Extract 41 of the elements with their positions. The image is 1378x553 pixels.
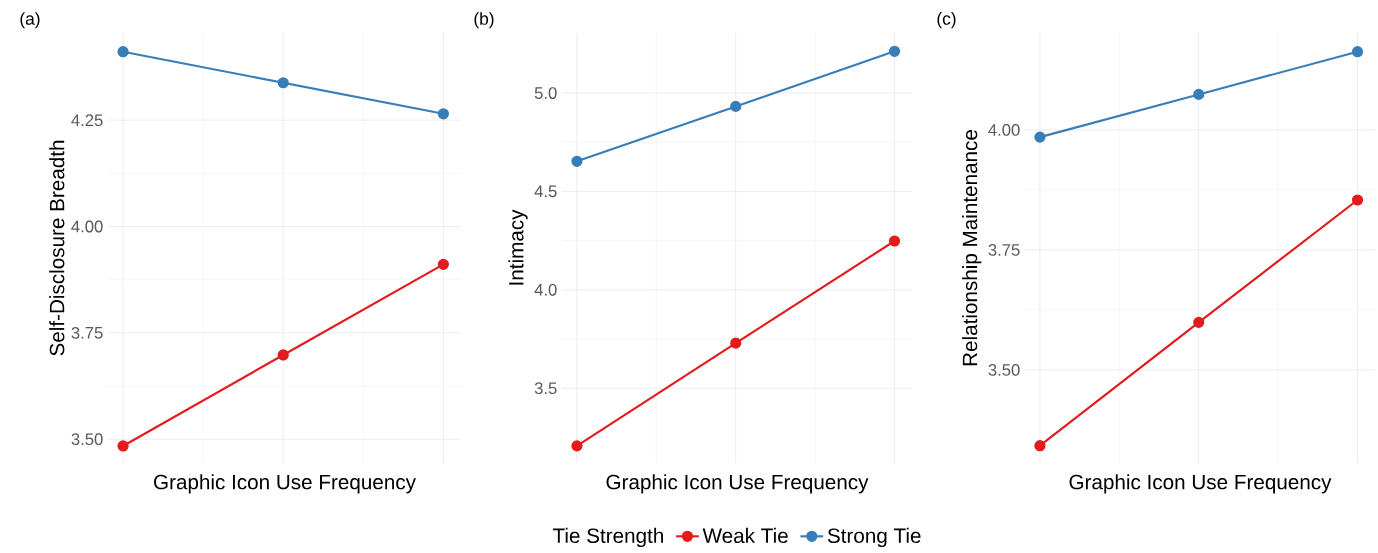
y-tick-label: 4.25 [71, 114, 103, 127]
y-tick-label: 4.0 [534, 283, 557, 296]
point [117, 46, 129, 58]
y-axis-title: Relationship Maintenance [962, 130, 982, 366]
y-axis-title: Self-Disclosure Breadth [49, 140, 65, 356]
x-axis-title: Graphic Icon Use Frequency [606, 474, 869, 494]
point [1193, 88, 1205, 101]
point [1034, 440, 1046, 452]
point [730, 337, 742, 349]
x-axis-title: Graphic Icon Use Frequency [154, 474, 416, 494]
point [1034, 131, 1046, 143]
legend-label: Weak Tie [702, 527, 788, 544]
point [277, 349, 289, 361]
point [1351, 46, 1364, 58]
legend-label: Strong Tie [827, 527, 921, 548]
point [1193, 316, 1205, 328]
y-tick-label: 3.50 [71, 433, 103, 446]
chart-title: (a) [20, 12, 40, 29]
point [571, 155, 583, 167]
chart-title: (c) [937, 12, 956, 29]
point [888, 235, 901, 247]
y-tick-label: 5.0 [534, 87, 557, 99]
point [437, 258, 449, 270]
point [571, 440, 583, 452]
point [117, 440, 129, 452]
point [277, 77, 289, 89]
chart-title: (b) [474, 12, 494, 29]
y-tick-label: 3.50 [988, 363, 1020, 376]
x-axis-title: Graphic Icon Use Frequency [1069, 474, 1332, 494]
y-axis-title: Intimacy [508, 209, 528, 285]
point [888, 45, 901, 57]
y-tick-label: 3.75 [71, 326, 103, 339]
y-tick-label: 4.00 [71, 220, 103, 233]
y-tick-label: 4.00 [988, 124, 1020, 136]
point [437, 108, 449, 120]
point [730, 100, 742, 112]
point [1351, 194, 1364, 206]
y-tick-label: 3.75 [988, 244, 1020, 256]
y-tick-label: 3.5 [534, 382, 557, 395]
legend-title: Tie Strength [552, 527, 663, 548]
y-tick-label: 4.5 [534, 185, 557, 198]
